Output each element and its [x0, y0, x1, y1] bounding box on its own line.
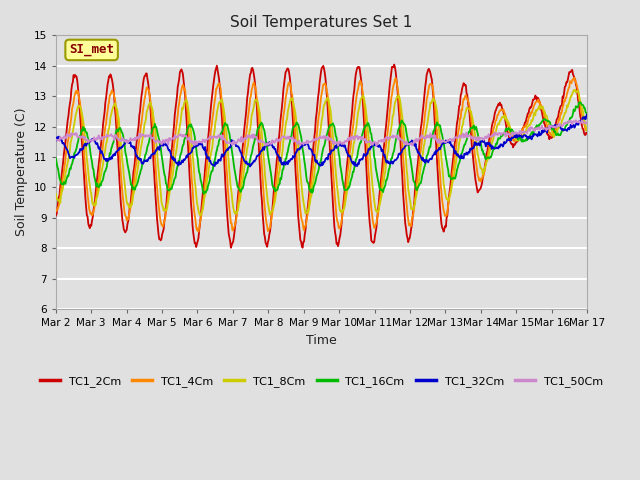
Y-axis label: Soil Temperature (C): Soil Temperature (C)	[15, 108, 28, 237]
X-axis label: Time: Time	[306, 334, 337, 347]
Title: Soil Temperatures Set 1: Soil Temperatures Set 1	[230, 15, 413, 30]
Legend: TC1_2Cm, TC1_4Cm, TC1_8Cm, TC1_16Cm, TC1_32Cm, TC1_50Cm: TC1_2Cm, TC1_4Cm, TC1_8Cm, TC1_16Cm, TC1…	[35, 372, 607, 391]
Text: SI_met: SI_met	[69, 43, 114, 57]
